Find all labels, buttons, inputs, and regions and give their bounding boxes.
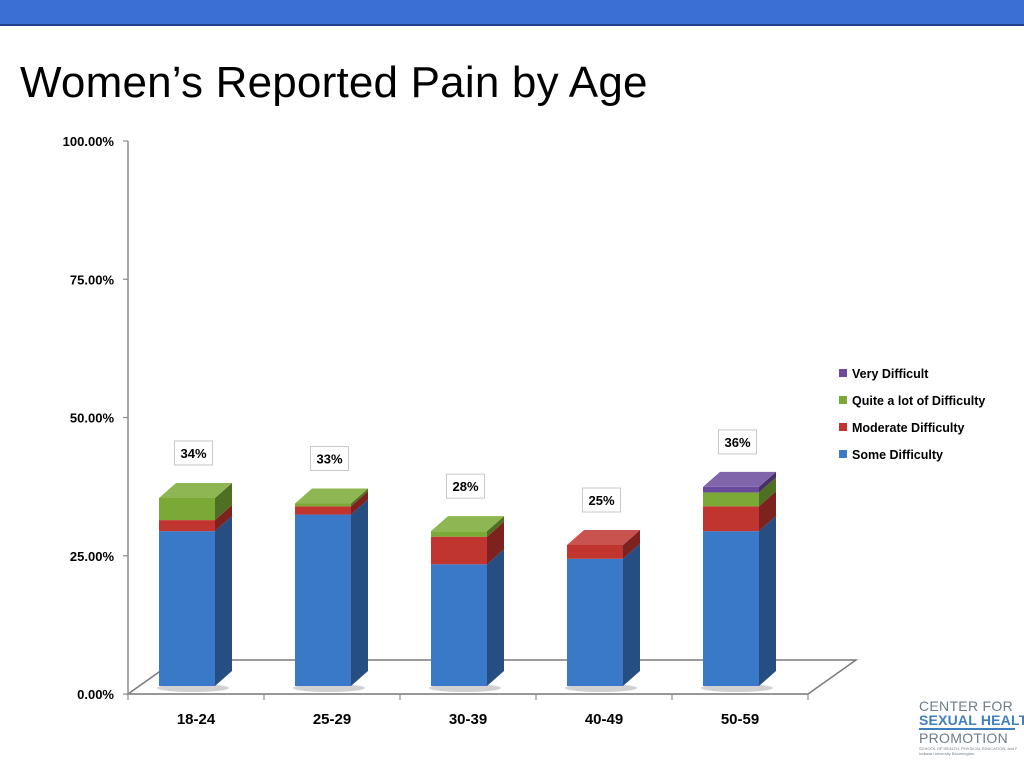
legend-item-moderate-difficulty: Moderate Difficulty	[839, 421, 965, 435]
bar-top-face	[703, 471, 776, 487]
total-label-text: 36%	[724, 435, 750, 450]
bar-segment-moderate-difficulty-side	[215, 505, 232, 532]
x-category-label: 50-59	[721, 711, 759, 728]
y-tick-label: 50.00%	[70, 411, 115, 426]
bar-top-face	[295, 488, 368, 504]
bar-segment-moderate-difficulty-side	[351, 491, 368, 515]
bar-top-face	[567, 529, 640, 545]
total-label-18-24: 34%	[174, 440, 213, 466]
total-label-box	[582, 487, 621, 513]
bar-segment-some-difficulty-side	[623, 543, 640, 686]
total-label-box	[446, 473, 485, 499]
total-label-40-49: 25%	[582, 487, 621, 513]
bar-segment-quite-a-lot-of-difficulty	[159, 497, 215, 521]
legend-label: Moderate Difficulty	[852, 421, 965, 435]
total-label-text: 34%	[180, 446, 206, 461]
logo-line-2: SEXUAL HEALTH	[919, 712, 1024, 728]
top-banner	[0, 0, 1024, 26]
bar-segment-some-difficulty-side	[215, 516, 232, 686]
legend-label: Quite a lot of Difficulty	[852, 394, 985, 408]
x-category-label: 30-39	[449, 711, 487, 728]
bar-top-face	[431, 516, 504, 532]
logo-rule	[919, 728, 1015, 730]
logo-subline-2: Indiana University Bloomington	[919, 751, 975, 756]
total-label-text: 28%	[452, 479, 478, 494]
bar-segment-some-difficulty-side	[487, 549, 504, 686]
bar-segment-some-difficulty-side	[351, 499, 368, 686]
y-tick-label: 25.00%	[70, 549, 115, 564]
legend-swatch	[839, 396, 847, 404]
legend-item-quite-a-lot-of-difficulty: Quite a lot of Difficulty	[839, 394, 985, 408]
y-tick-label: 100.00%	[63, 134, 115, 149]
y-tick-label: 75.00%	[70, 272, 115, 287]
bar-stack-30-39	[429, 516, 504, 692]
bar-segment-some-difficulty	[567, 558, 623, 686]
legend-swatch	[839, 369, 847, 377]
bar-segment-moderate-difficulty	[159, 520, 215, 532]
bar-segment-some-difficulty	[295, 514, 351, 686]
bar-segment-moderate-difficulty-side	[759, 491, 776, 532]
legend-item-very-difficult: Very Difficult	[839, 367, 929, 381]
bar-stack-40-49	[565, 529, 640, 692]
bar-segment-quite-a-lot-of-difficulty	[295, 503, 351, 507]
total-label-text: 25%	[588, 493, 614, 508]
legend-swatch	[839, 423, 847, 431]
center-logo: CENTER FOR SEXUAL HEALTH PROMOTION SCHOO…	[919, 698, 1024, 763]
total-label-text: 33%	[316, 452, 342, 467]
y-tick-label: 0.00%	[77, 687, 114, 702]
legend-item-some-difficulty: Some Difficulty	[839, 448, 943, 462]
logo-subline-1: SCHOOL OF HEALTH, PHYSICAL EDUCATION, an…	[919, 746, 1017, 751]
bar-stack-50-59	[701, 471, 776, 692]
bar-stack-18-24	[157, 482, 232, 692]
x-category-label: 25-29	[313, 711, 351, 728]
x-category-label: 40-49	[585, 711, 623, 728]
bar-segment-some-difficulty-side	[759, 516, 776, 686]
total-label-box	[174, 440, 213, 466]
total-label-25-29: 33%	[310, 446, 349, 472]
bar-top-face	[159, 482, 232, 498]
bar-segment-quite-a-lot-of-difficulty-side	[759, 477, 776, 507]
bar-segment-moderate-difficulty-side	[487, 521, 504, 565]
bar-segment-some-difficulty	[159, 531, 215, 686]
bar-segment-moderate-difficulty	[703, 506, 759, 532]
slide-title: Women’s Reported Pain by Age	[20, 58, 648, 107]
legend-label: Very Difficult	[852, 367, 929, 381]
total-label-box	[718, 429, 757, 455]
bar-segment-quite-a-lot-of-difficulty-side	[215, 482, 232, 521]
bar-segment-quite-a-lot-of-difficulty	[431, 531, 487, 537]
bar-segment-some-difficulty	[431, 564, 487, 686]
bar-segment-very-difficult	[703, 486, 759, 493]
total-label-box	[310, 446, 349, 472]
logo-line-1: CENTER FOR	[919, 698, 1013, 714]
bar-segment-moderate-difficulty-side	[623, 529, 640, 559]
bar-segment-moderate-difficulty	[295, 506, 351, 515]
x-category-label: 18-24	[177, 711, 216, 728]
bar-segment-moderate-difficulty	[567, 544, 623, 559]
bar-segment-quite-a-lot-of-difficulty-side	[487, 516, 504, 537]
bar-segment-some-difficulty	[703, 531, 759, 686]
total-label-30-39: 28%	[446, 473, 485, 499]
bar-stack-25-29	[293, 488, 368, 692]
total-label-50-59: 36%	[718, 429, 757, 455]
bar-segment-quite-a-lot-of-difficulty	[703, 492, 759, 507]
logo-line-3: PROMOTION	[919, 730, 1009, 746]
bar-segment-quite-a-lot-of-difficulty-side	[351, 488, 368, 507]
legend-label: Some Difficulty	[852, 448, 943, 462]
bar-segment-very-difficult-side	[759, 471, 776, 493]
legend-swatch	[839, 450, 847, 458]
bar-segment-moderate-difficulty	[431, 536, 487, 565]
